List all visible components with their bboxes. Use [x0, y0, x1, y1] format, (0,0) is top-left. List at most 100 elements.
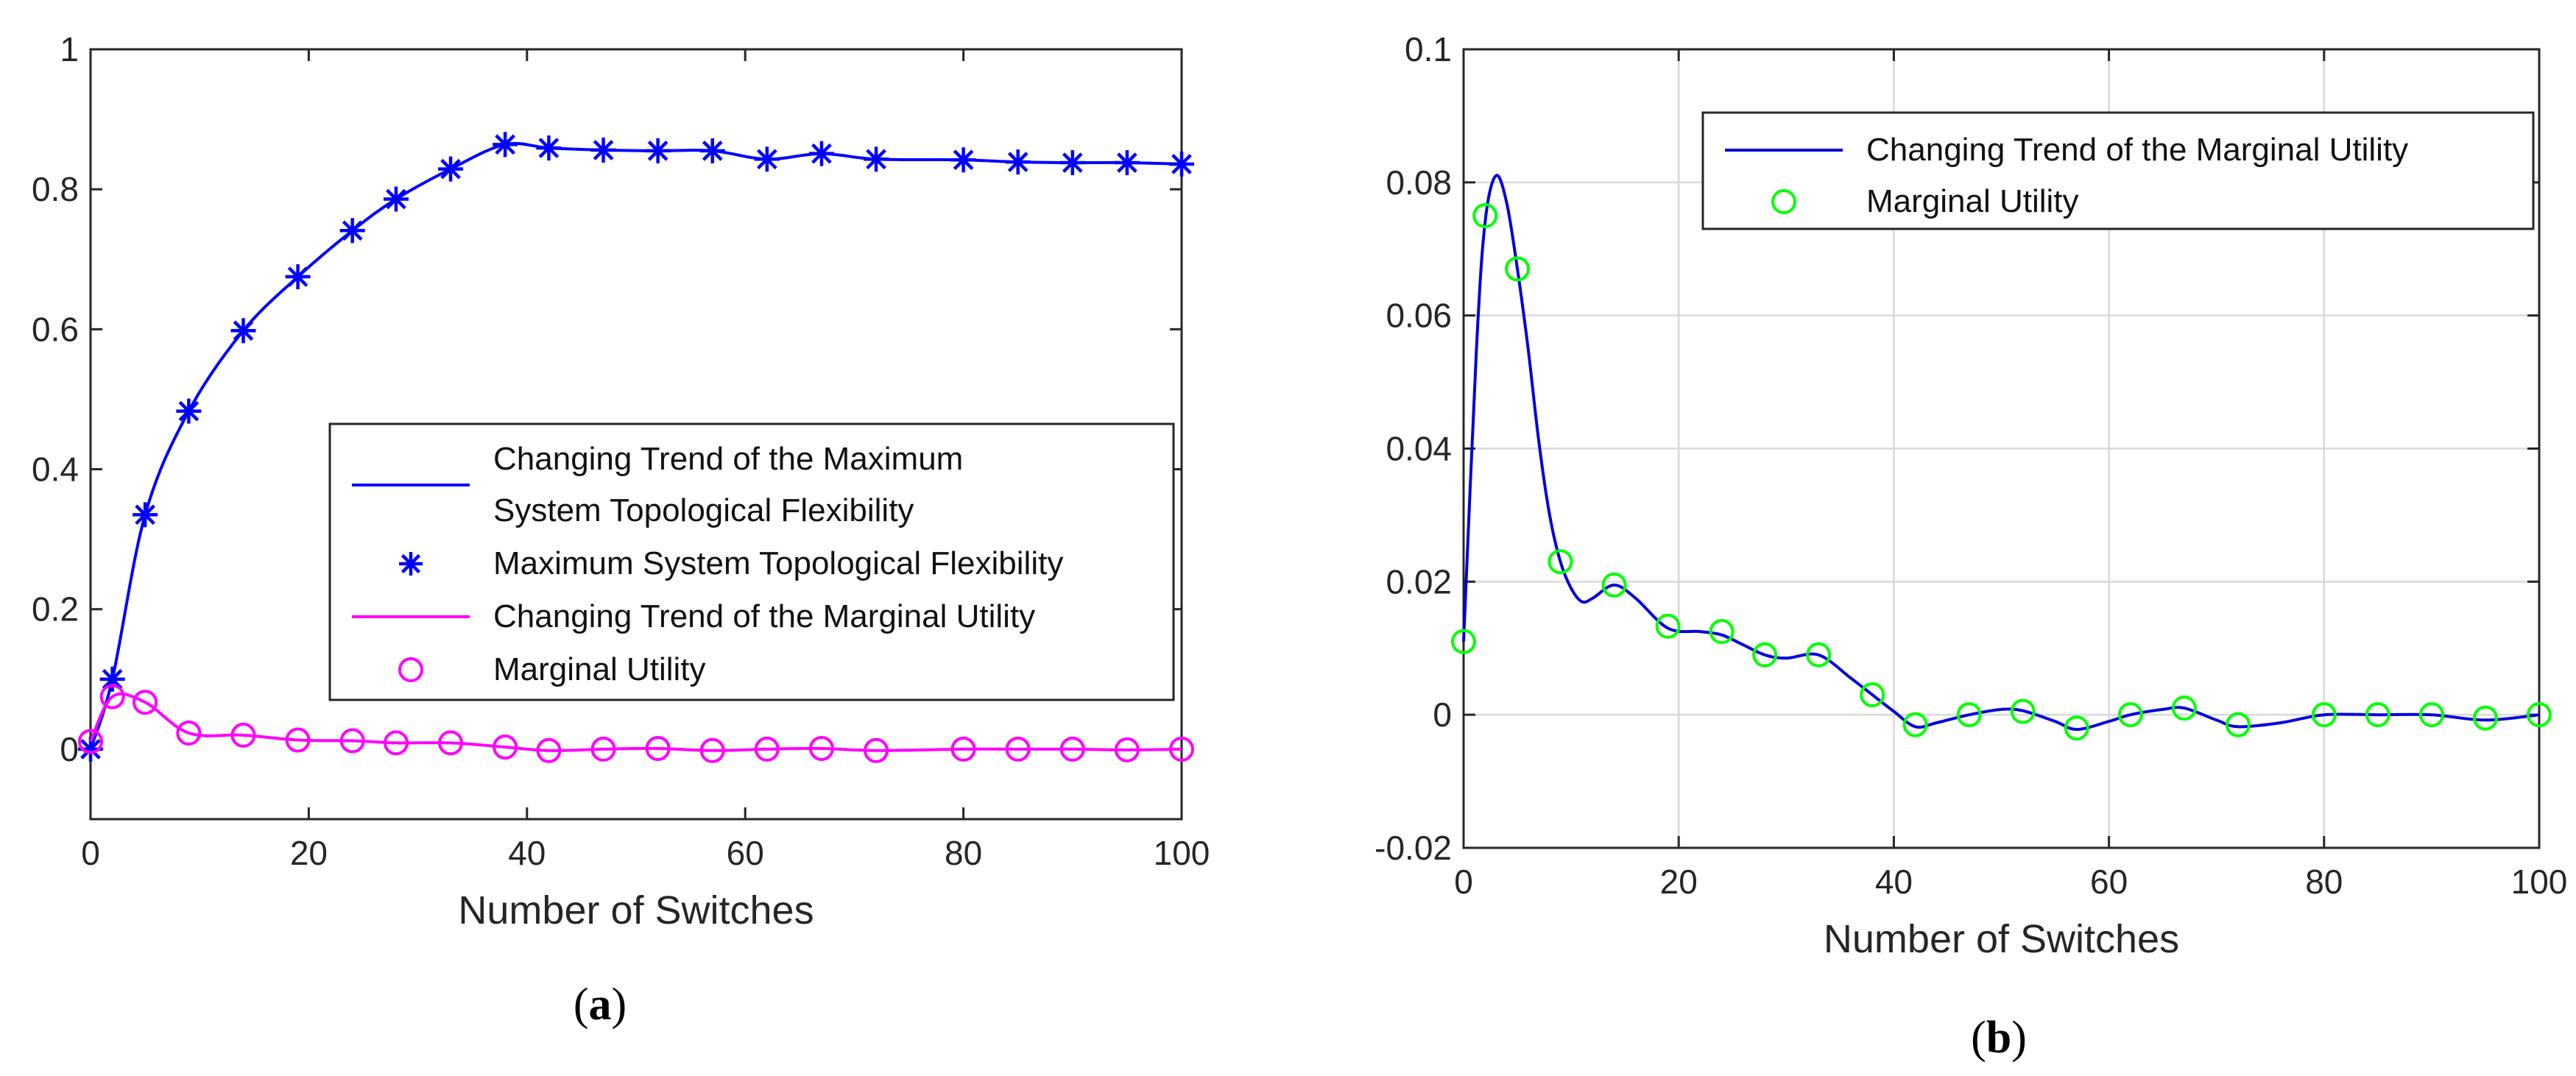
legend-entry-text: Marginal Utility [493, 651, 706, 687]
y-tick-label: 0.08 [1386, 163, 1452, 202]
data-point-flexibility [808, 141, 834, 166]
data-point-flexibility [176, 398, 202, 424]
data-point-marginal-utility [438, 730, 464, 756]
trend-line-marginal-utility [1462, 174, 2540, 732]
x-tick-label: 60 [2090, 863, 2128, 901]
y-tick-label: 0 [1433, 695, 1452, 734]
y-tick-label: 0.02 [1386, 562, 1452, 601]
data-point-flexibility [383, 186, 409, 212]
data-point-flexibility [99, 666, 125, 692]
data-point-marginal-utility [590, 736, 616, 762]
legend: Changing Trend of the Maximum System Topo… [328, 422, 1175, 701]
data-point-marginal-utility [2064, 715, 2089, 741]
legend-circle-symbol [1771, 189, 1796, 214]
legend-box [328, 422, 1175, 701]
x-tick-label: 60 [727, 834, 764, 872]
data-point-flexibility [864, 146, 889, 172]
y-tick-label: 0.1 [1405, 30, 1452, 68]
x-axis-label: Number of Switches [458, 888, 814, 932]
data-point-flexibility [230, 318, 256, 344]
data-point-marginal-utility [2117, 702, 2143, 728]
data-point-marginal-utility [2010, 698, 2036, 724]
legend-asterisk-symbol [399, 552, 423, 576]
data-point-marginal-utility [699, 737, 725, 763]
data-point-marginal-utility [645, 735, 671, 761]
y-tick-label: 0.4 [32, 450, 79, 489]
y-tick-label: 0.2 [32, 590, 79, 629]
panel-label: (a) [574, 980, 627, 1030]
data-point-flexibility [645, 138, 671, 163]
panel-label: (b) [1971, 1013, 2027, 1063]
data-point-marginal-utility [176, 721, 202, 746]
chart-a: 0 20 40 60 80 100 0 0.2 0.4 0.6 0.8 1 Number of Swit… [32, 30, 1210, 1030]
data-point-marginal-utility [2171, 695, 2197, 721]
y-tick-label: 0.8 [32, 170, 79, 208]
data-point-flexibility [536, 135, 562, 161]
legend-entry-text: Changing Trend of the Marginal Utility [1866, 132, 2408, 168]
data-point-marginal-utility [1059, 736, 1085, 762]
chart-b: 0 20 40 60 80 100-0.0200.020.040.060.080.1Num… [1375, 30, 2567, 1063]
data-point-marginal-utility [230, 722, 256, 748]
data-point-marginal-utility [2225, 712, 2251, 737]
legend-entry-text: System Topological Flexibility [493, 492, 914, 528]
data-point-flexibility [1169, 151, 1194, 177]
data-point-marginal-utility [285, 727, 311, 753]
data-point-marginal-utility [808, 735, 834, 761]
data-point-marginal-utility [1601, 572, 1627, 598]
legend-entry-text: Changing Trend of the Maximum [493, 441, 963, 477]
data-point-marginal-utility [493, 735, 518, 760]
y-tick-label: 0.6 [32, 310, 79, 348]
data-point-flexibility [1114, 150, 1140, 176]
x-tick-label: 40 [1875, 863, 1913, 901]
data-point-marginal-utility [2472, 705, 2498, 731]
x-tick-label: 0 [1454, 863, 1473, 901]
data-point-marginal-utility [1860, 682, 1885, 708]
x-tick-label: 100 [2511, 863, 2568, 901]
data-point-marginal-utility [1709, 619, 1735, 645]
data-point-marginal-utility [2527, 702, 2552, 728]
data-point-flexibility [590, 137, 616, 163]
series-group [78, 132, 1194, 763]
data-point-marginal-utility [133, 690, 158, 715]
legend-entry-text: Changing Trend of the Marginal Utility [493, 598, 1035, 634]
x-tick-label: 80 [945, 834, 982, 872]
legend: Changing Trend of the Marginal Utility Ma… [1701, 111, 2535, 230]
data-point-marginal-utility [1548, 549, 1573, 575]
data-point-marginal-utility [950, 736, 976, 762]
data-point-marginal-utility [1114, 737, 1140, 762]
data-point-marginal-utility [2418, 702, 2444, 728]
y-tick-label: 0.04 [1386, 430, 1452, 468]
legend-entry-text: Marginal Utility [1866, 183, 2079, 219]
plot-frame [89, 48, 1183, 821]
data-point-marginal-utility [78, 729, 103, 754]
data-point-flexibility [950, 147, 976, 173]
data-point-marginal-utility [1005, 736, 1031, 762]
data-point-marginal-utility [864, 737, 889, 763]
data-point-marginal-utility [1806, 642, 1832, 668]
legend-circle-symbol [398, 657, 423, 682]
data-point-marginal-utility [2311, 702, 2337, 728]
data-point-marginal-utility [99, 684, 125, 709]
data-point-marginal-utility [2365, 702, 2390, 728]
data-point-marginal-utility [536, 737, 562, 763]
series-group [1451, 174, 2552, 741]
data-point-flexibility [285, 264, 311, 290]
data-point-marginal-utility [1752, 642, 1778, 668]
y-tick-label: 0.06 [1386, 297, 1452, 335]
x-tick-label: 80 [2305, 863, 2343, 901]
data-point-flexibility [1005, 149, 1031, 175]
x-axis-label: Number of Switches [1824, 917, 2179, 961]
data-point-marginal-utility [383, 730, 409, 756]
data-point-marginal-utility [1169, 736, 1194, 762]
data-point-marginal-utility [1451, 629, 1476, 654]
y-tick-label: 0 [60, 730, 79, 768]
legend-entry-text: Maximum System Topological Flexibility [493, 545, 1063, 581]
x-tick-label: 20 [1660, 863, 1698, 901]
data-point-marginal-utility [1956, 702, 1982, 728]
data-point-flexibility [438, 156, 464, 182]
x-tick-label: 40 [508, 834, 546, 872]
data-point-flexibility [339, 218, 365, 244]
data-point-flexibility [493, 132, 518, 157]
x-tick-label: 100 [1154, 834, 1210, 872]
